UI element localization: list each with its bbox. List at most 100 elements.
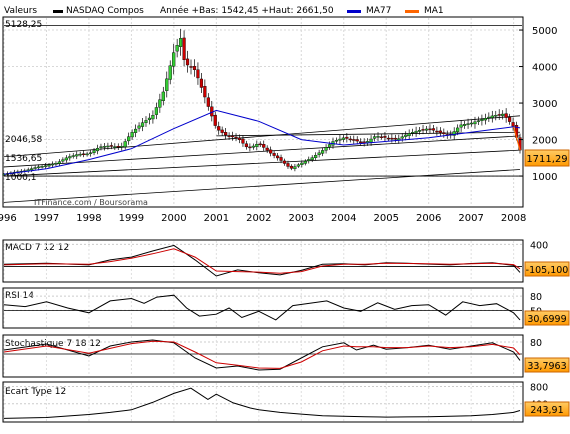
- ecart-type-title: Ecart Type 12: [5, 387, 66, 397]
- candle-down: [269, 149, 273, 154]
- stochastic-value-tag: [524, 357, 570, 373]
- candle-down: [230, 135, 235, 138]
- price-lines: [3, 109, 521, 175]
- candle-down: [279, 157, 283, 161]
- candle-down: [511, 122, 515, 127]
- rsi-panel-frame: [2, 287, 524, 329]
- candle-up: [151, 115, 155, 120]
- price-y-ticks: 1000 2000 3000 4000 5000: [519, 26, 557, 183]
- candle-up: [113, 146, 117, 148]
- header-label: Valeurs: [4, 6, 37, 16]
- candle-up: [120, 146, 124, 148]
- candle-up: [424, 128, 429, 131]
- x-axis-label-1997: 1997: [34, 213, 59, 224]
- candle-down: [199, 78, 203, 88]
- candle-up: [133, 128, 138, 133]
- candle-up: [137, 125, 141, 129]
- candle-up: [494, 115, 498, 117]
- candle-down: [504, 113, 508, 118]
- ma77-legend-label: MA77: [366, 6, 391, 16]
- price-y-tick-label: 4000: [532, 63, 557, 74]
- stochastic-series: 80: [3, 336, 542, 376]
- candle-up: [54, 162, 58, 165]
- stochastic-last-value: 33,7963: [527, 361, 566, 372]
- candle-down: [217, 126, 221, 131]
- candle-down: [386, 137, 391, 140]
- candle-up: [462, 124, 467, 126]
- candle-up: [317, 152, 321, 155]
- candle-up: [168, 65, 172, 80]
- price-y-tick-label: 2000: [532, 136, 557, 147]
- candle-down: [248, 146, 252, 149]
- candles: [2, 28, 522, 177]
- trend-lines: [3, 24, 522, 203]
- candle-up: [456, 127, 460, 132]
- candle-up: [369, 138, 373, 143]
- ecart-type-panel: Ecart Type 12 800400 243,91: [2, 381, 570, 423]
- range-text: Année +Bas: 1542,45 +Haut: 2661,50: [160, 5, 334, 16]
- candle-up: [47, 164, 51, 167]
- candle-down: [345, 136, 349, 139]
- candle-down: [237, 137, 242, 140]
- trend-line: [3, 149, 521, 177]
- candle-up: [476, 120, 481, 122]
- candle-down: [258, 143, 262, 146]
- candle-up: [501, 113, 505, 116]
- candle-up: [123, 141, 127, 148]
- candle-down: [383, 135, 387, 138]
- candle-down: [189, 66, 193, 68]
- ecart-type-last-value: 243,91: [530, 405, 563, 416]
- candle-up: [407, 133, 411, 136]
- candle-up: [341, 137, 345, 140]
- x-axis-label-2000: 2000: [161, 213, 186, 224]
- macd-series-2: [3, 248, 521, 274]
- candle-up: [161, 91, 165, 101]
- candle-up: [314, 155, 318, 158]
- candle-up: [37, 166, 41, 169]
- candle-up: [376, 136, 380, 138]
- trend-line: [3, 169, 521, 203]
- trend-line: [3, 115, 521, 158]
- candle-down: [431, 128, 436, 131]
- candle-up: [40, 166, 44, 168]
- x-axis-label-2001: 2001: [204, 213, 229, 224]
- x-axis-label-2004: 2004: [331, 213, 356, 224]
- candle-up: [372, 136, 377, 139]
- trend-line: [3, 135, 521, 168]
- candle-down: [203, 86, 207, 98]
- watermark: ITFinance.com / Boursorama: [34, 198, 148, 207]
- candle-up: [452, 131, 456, 136]
- candle-up: [95, 148, 100, 152]
- candle-up: [400, 136, 404, 139]
- candle-down: [244, 143, 249, 148]
- candle-up: [99, 146, 103, 148]
- ecart-type-series-1: [3, 387, 521, 419]
- level-label-1000: 1000,1: [5, 173, 37, 183]
- ma1-legend-label: MA1: [424, 6, 444, 16]
- candle-up: [88, 152, 93, 154]
- macd-panel-frame: [2, 239, 524, 283]
- x-axis-label-2003: 2003: [289, 213, 314, 224]
- candle-up: [33, 167, 37, 169]
- macd-title: MACD 7 12 12: [5, 243, 69, 253]
- candle-down: [234, 136, 238, 139]
- x-axis-labels: 1996 1997 1998 1999 2000 2001 2002 2003 2004 2005…: [0, 213, 526, 224]
- ma77-swatch: [347, 10, 361, 13]
- candle-up: [85, 153, 89, 156]
- level-label-1536: 1536,65: [5, 154, 42, 164]
- stochastic-series-2: [3, 340, 521, 369]
- candle-down: [352, 139, 356, 141]
- candle-up: [68, 156, 72, 159]
- price-y-tick-label: 1000: [532, 172, 557, 183]
- ecart-type-value-tag: [524, 401, 570, 417]
- x-axis-label-1998: 1998: [76, 213, 101, 224]
- candle-up: [414, 130, 418, 133]
- price-panel: 1000 2000 3000 4000 5000 5128,25 2046,58 153…: [2, 16, 570, 208]
- rsi-title: RSI 14: [5, 291, 34, 301]
- candle-up: [71, 155, 75, 157]
- candle-down: [82, 153, 86, 156]
- x-axis-label-2006: 2006: [416, 213, 441, 224]
- candle-up: [30, 168, 34, 171]
- ecart-type-tick-label: 800: [530, 382, 548, 393]
